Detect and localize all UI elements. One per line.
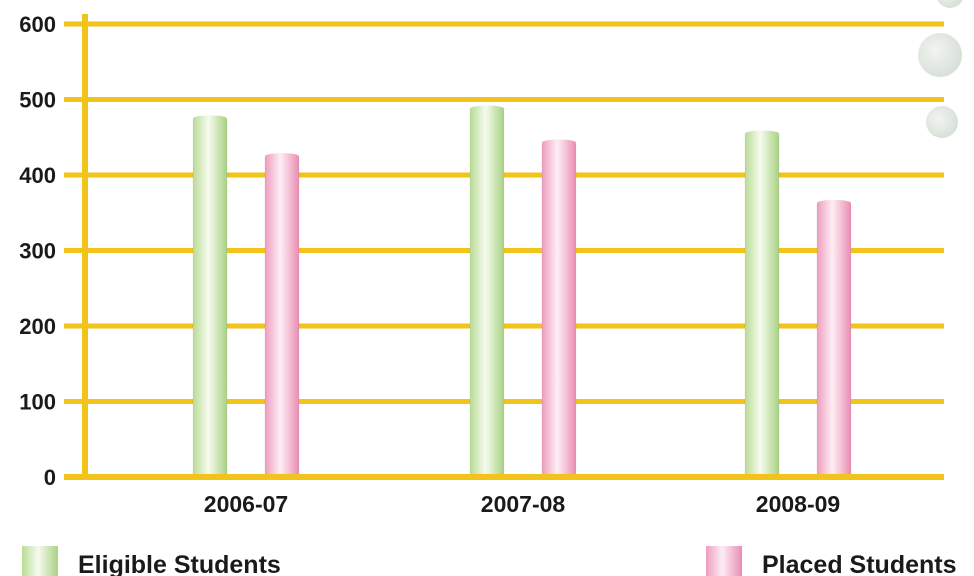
bar-placed-2008-09 — [817, 203, 851, 477]
y-tick-label: 400 — [19, 163, 56, 188]
bar-cap — [470, 106, 504, 112]
bar-cap — [193, 115, 227, 121]
x-tick-label: 2006-07 — [204, 491, 288, 517]
decorative-bubbles — [918, 0, 964, 138]
bar-placed-2006-07 — [265, 156, 299, 477]
y-tick-label: 500 — [19, 88, 56, 113]
legend-swatch-eligible — [22, 546, 58, 576]
y-tick-label: 600 — [19, 12, 56, 37]
legend-item-placed: Placed Students — [706, 546, 957, 576]
bar-eligible-2006-07 — [193, 118, 227, 477]
bars — [193, 106, 851, 477]
bar-cap — [265, 153, 299, 159]
bar-cap — [817, 200, 851, 206]
legend-swatch-placed — [706, 546, 742, 576]
legend-label-eligible: Eligible Students — [78, 551, 281, 576]
bubble-decoration — [936, 0, 964, 8]
legend: Eligible Students Placed Students — [22, 546, 957, 576]
bubble-decoration — [926, 106, 958, 138]
y-tick-label: 300 — [19, 239, 56, 264]
legend-item-eligible: Eligible Students — [22, 546, 281, 576]
legend-label-placed: Placed Students — [762, 551, 957, 576]
bar-eligible-2008-09 — [745, 133, 779, 477]
x-tick-label: 2007-08 — [481, 491, 566, 517]
bar-eligible-2007-08 — [470, 109, 504, 477]
x-tick-label: 2008-09 — [756, 491, 840, 517]
bar-placed-2007-08 — [542, 143, 576, 477]
y-tick-label: 200 — [19, 314, 56, 339]
bar-cap — [745, 130, 779, 136]
x-axis: 2006-07 2007-08 2008-09 — [64, 477, 944, 517]
bar-cap — [542, 140, 576, 146]
bubble-decoration — [918, 33, 962, 77]
y-tick-label: 0 — [44, 465, 56, 490]
y-tick-label: 100 — [19, 390, 56, 415]
